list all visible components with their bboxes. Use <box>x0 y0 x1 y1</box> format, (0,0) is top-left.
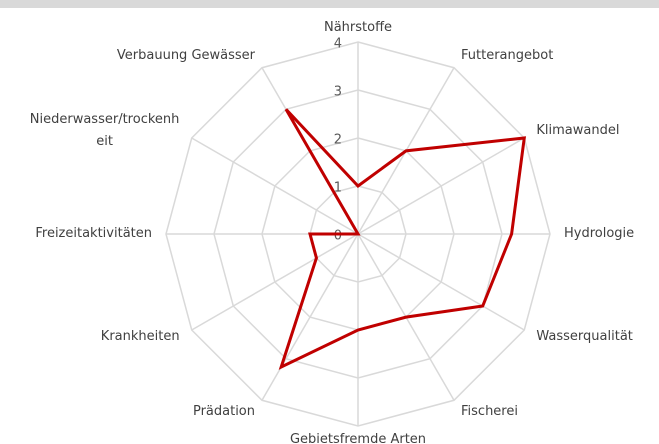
spoke <box>261 233 359 401</box>
category-label: Hydrologie <box>564 226 635 241</box>
category-label: Krankheiten <box>100 329 180 344</box>
tick-label: 1 <box>334 181 342 196</box>
series-line <box>278 108 527 370</box>
category-label: Verbauung Gewässer <box>116 47 255 63</box>
category-label: Nährstoffe <box>323 20 393 35</box>
category-label: Futterangebot <box>461 47 554 63</box>
top-bar <box>0 0 659 8</box>
tick-label: 0 <box>334 229 342 244</box>
tick-label: 3 <box>334 85 342 100</box>
spoke <box>357 233 525 331</box>
spoke <box>357 137 525 235</box>
category-label: Freizeitaktivitäten <box>35 226 152 241</box>
tick-label: 4 <box>334 37 342 52</box>
category-label: Prädation <box>192 404 255 420</box>
tick-label: 2 <box>334 133 342 148</box>
category-label: Fischerei <box>461 404 518 420</box>
category-label: Gebietsfremde Arten <box>289 432 427 444</box>
spoke <box>191 137 359 235</box>
category-label: Niederwasser/trockenheit <box>29 112 180 149</box>
category-label: Wasserqualität <box>536 329 633 344</box>
spoke <box>191 233 359 331</box>
category-label: Klimawandel <box>536 123 620 138</box>
